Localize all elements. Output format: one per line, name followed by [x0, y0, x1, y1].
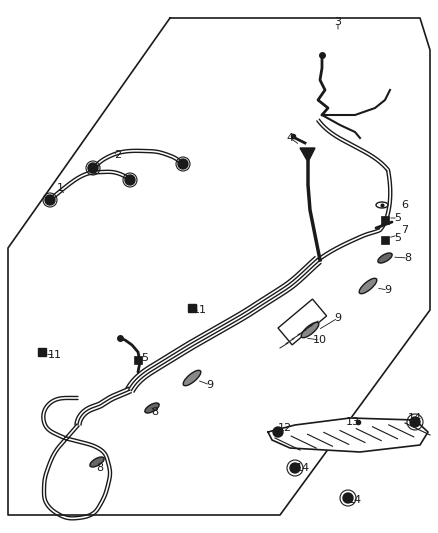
Text: 13: 13 [346, 417, 360, 427]
Text: 4: 4 [286, 133, 293, 143]
Bar [381, 236, 389, 244]
Ellipse shape [183, 370, 201, 386]
Circle shape [88, 163, 98, 173]
Ellipse shape [145, 403, 159, 413]
Circle shape [343, 493, 353, 503]
Text: 11: 11 [193, 305, 207, 315]
Text: 5: 5 [141, 353, 148, 363]
Ellipse shape [376, 202, 388, 208]
Text: 8: 8 [152, 407, 159, 417]
Text: 12: 12 [278, 423, 292, 433]
Text: 8: 8 [96, 463, 103, 473]
Text: 11: 11 [48, 350, 62, 360]
Bar [381, 216, 389, 224]
Text: 14: 14 [408, 413, 422, 423]
Ellipse shape [90, 457, 104, 467]
Text: 14: 14 [296, 463, 310, 473]
Ellipse shape [378, 253, 392, 263]
Polygon shape [300, 148, 315, 162]
Bar [188, 304, 196, 312]
Text: 8: 8 [404, 253, 412, 263]
Text: 9: 9 [206, 380, 214, 390]
Circle shape [273, 427, 283, 437]
Polygon shape [268, 418, 428, 452]
Text: 7: 7 [402, 225, 409, 235]
Circle shape [290, 463, 300, 473]
Text: 2: 2 [114, 150, 122, 160]
Circle shape [125, 175, 135, 185]
Circle shape [178, 159, 188, 169]
Text: 3: 3 [335, 17, 342, 27]
Text: 10: 10 [313, 335, 327, 345]
Text: 6: 6 [402, 200, 409, 210]
Ellipse shape [301, 322, 319, 338]
Text: 5: 5 [395, 233, 402, 243]
Circle shape [45, 195, 55, 205]
Bar [278, 299, 327, 345]
Text: 1: 1 [57, 183, 64, 193]
Text: 5: 5 [395, 213, 402, 223]
Circle shape [410, 417, 420, 427]
Ellipse shape [359, 278, 377, 294]
Bar [38, 348, 46, 356]
Text: 9: 9 [335, 313, 342, 323]
Bar [134, 356, 142, 364]
Text: 9: 9 [385, 285, 392, 295]
Text: 14: 14 [348, 495, 362, 505]
